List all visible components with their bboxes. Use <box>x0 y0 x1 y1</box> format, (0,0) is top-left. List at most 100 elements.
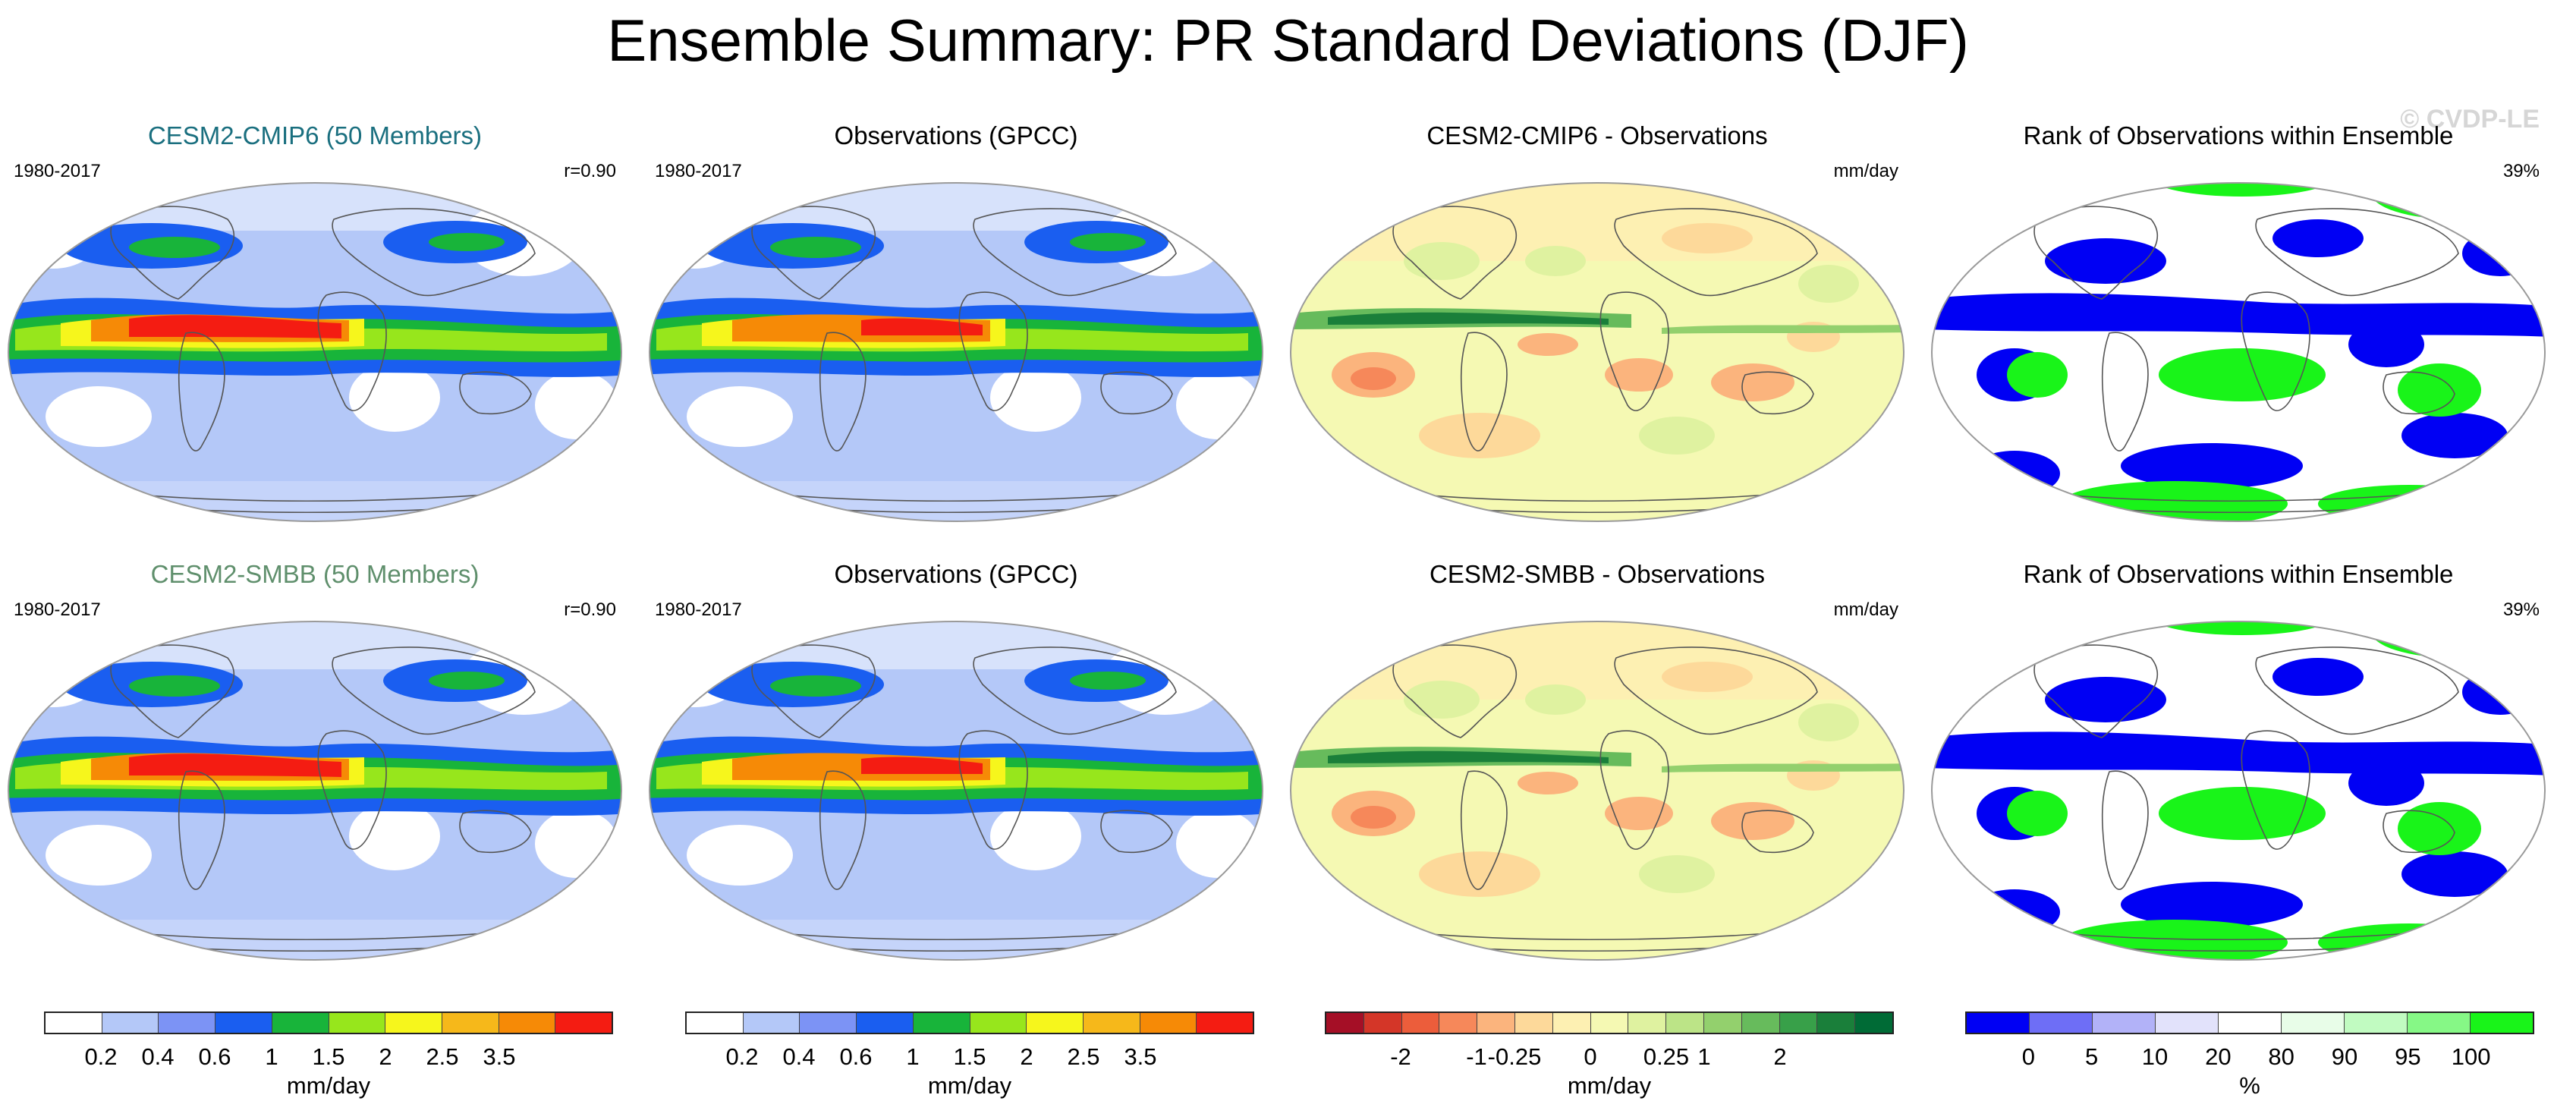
low-rank-patch <box>2348 322 2424 367</box>
colorbar-swatch <box>1552 1013 1591 1033</box>
colorbar-swatch <box>2093 1013 2156 1033</box>
high-rank-patch <box>2371 183 2538 219</box>
max-variance-core <box>861 318 983 335</box>
panel-title: Rank of Observations within Ensemble <box>2023 121 2454 149</box>
colorbar-swatch <box>1514 1013 1553 1033</box>
colorbar-tick-label: 100 <box>2451 1043 2491 1070</box>
negative-difference <box>1518 772 1578 794</box>
low-rank-patch <box>2121 443 2303 489</box>
panel-difference-row2: CESM2-SMBB - Observations mm/day <box>1282 560 1912 999</box>
low-rank-patch <box>1969 889 2060 935</box>
colorbar-swatch <box>499 1013 556 1033</box>
weak-positive-patch <box>1525 684 1586 715</box>
southern-ocean-band <box>650 920 1263 960</box>
dry-region <box>687 825 793 886</box>
colorbar-unit: mm/day <box>1567 1072 1652 1099</box>
colorbar-swatch <box>555 1013 612 1033</box>
panel-title: Observations (GPCC) <box>834 121 1078 149</box>
colorbar-swatch <box>1439 1013 1478 1033</box>
dry-region <box>46 825 152 886</box>
colorbar-swatch <box>46 1013 102 1033</box>
colorbar-tick-label: 80 <box>2268 1043 2294 1070</box>
southern-ocean-band <box>650 481 1263 521</box>
panel-obs-stddev-row1: Observations (GPCC) 1980-2017 <box>641 121 1271 560</box>
storm-track-core <box>429 233 505 251</box>
colorbar-swatch <box>272 1013 329 1033</box>
colorbar-swatch <box>329 1013 386 1033</box>
colorbar-swatches <box>44 1011 613 1034</box>
coastline <box>178 770 225 890</box>
negative-difference <box>1711 363 1794 401</box>
watermark: © CVDP-LE <box>2400 105 2540 134</box>
colorbar-tick-label: 2 <box>1020 1043 1033 1070</box>
coastline <box>1614 208 1818 297</box>
colorbar-swatch <box>215 1013 272 1033</box>
negative-difference <box>1662 223 1753 253</box>
coastline <box>1599 291 1669 411</box>
polar-band <box>8 183 621 231</box>
negative-difference <box>1351 367 1396 390</box>
rank-percent: 39% <box>2502 599 2540 620</box>
world-map <box>1931 621 2546 961</box>
positive-difference-band <box>1662 763 1904 772</box>
coastline <box>973 647 1177 735</box>
colorbar-swatch <box>1741 1013 1780 1033</box>
colorbar-tick-label: 0.4 <box>782 1043 816 1070</box>
low-rank-patch <box>2045 677 2166 722</box>
world-map <box>1290 621 1904 961</box>
dry-region <box>349 363 440 432</box>
coastline <box>332 647 536 735</box>
colorbar-swatch <box>1817 1013 1856 1033</box>
panel-model-stddev-row1: CESM2-CMIP6 (50 Members) 1980-2017 r=0.9… <box>0 121 630 560</box>
dry-region <box>990 802 1081 870</box>
coastline <box>1392 206 1518 300</box>
coastline <box>2033 644 2159 738</box>
dry-region <box>990 363 1081 432</box>
coastline <box>1100 371 1173 415</box>
coastline <box>1599 730 1669 850</box>
high-rank-patch <box>2007 352 2068 398</box>
colorbar-swatches <box>1965 1011 2534 1034</box>
negative-difference <box>1711 802 1794 840</box>
polar-band <box>650 621 1263 669</box>
low-rank-patch <box>2401 413 2508 458</box>
panel-title: CESM2-SMBB (50 Members) <box>150 560 480 588</box>
colorbar-swatch <box>1326 1013 1364 1033</box>
colorbar-tick-label: 90 <box>2331 1043 2358 1070</box>
colorbar-tick-label: 1.5 <box>953 1043 986 1070</box>
colorbar-swatch <box>1779 1013 1818 1033</box>
colorbar-swatch <box>1401 1013 1440 1033</box>
high-rank-patch <box>2371 621 2538 658</box>
coastline <box>751 644 876 738</box>
dry-region <box>687 386 793 447</box>
low-rank-patch <box>2462 669 2538 715</box>
colorbar-tick-label: 95 <box>2395 1043 2421 1070</box>
diff-patch <box>1291 621 1904 700</box>
coastline <box>1741 810 1814 854</box>
panel-title: CESM2-SMBB - Observations <box>1430 560 1765 588</box>
colorbar-swatch <box>1703 1013 1742 1033</box>
colorbar-swatch <box>2345 1013 2408 1033</box>
colorbar-swatch <box>102 1013 159 1033</box>
coastline <box>317 730 387 850</box>
southern-ocean-band <box>8 920 621 960</box>
colorbar-tick-label: 0.2 <box>84 1043 118 1070</box>
colorbar-tick-label: 3.5 <box>483 1043 516 1070</box>
max-variance-core <box>129 315 341 338</box>
colorbar-swatch <box>857 1013 914 1033</box>
map-outline <box>1290 182 1904 522</box>
high-rank-patch <box>1932 183 2090 219</box>
high-rank-patch <box>2398 363 2481 417</box>
negative-difference <box>1518 333 1578 356</box>
low-rank-patch <box>2462 231 2538 276</box>
dry-region <box>46 386 152 447</box>
low-rank-patch <box>2401 851 2508 897</box>
colorbar-swatch <box>1477 1013 1515 1033</box>
high-rank-patch <box>2007 791 2068 836</box>
world-map <box>8 621 622 961</box>
coastline <box>2033 206 2159 300</box>
coastline <box>2255 647 2459 735</box>
colorbar-ticks: 0 5 10 20 80 90 95 100 <box>1965 1043 2534 1074</box>
colorbar-tick-label: 5 <box>2085 1043 2099 1070</box>
colorbar-swatch <box>2408 1013 2471 1033</box>
